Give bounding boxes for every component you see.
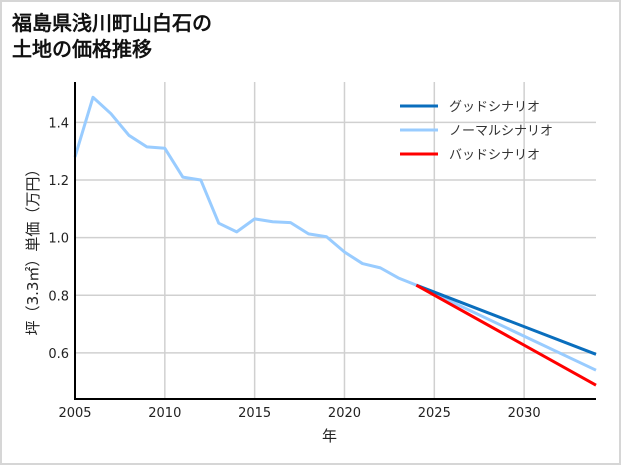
y-tick-label: 0.6	[48, 347, 69, 362]
title-line-1: 福島県浅川町山白石の	[12, 11, 212, 35]
legend-label: ノーマルシナリオ	[449, 124, 553, 139]
x-tick-label: 2020	[328, 406, 361, 421]
y-tick-label: 1.2	[48, 174, 69, 189]
y-tick-label: 0.8	[48, 289, 69, 304]
series-line	[415, 283, 597, 356]
x-tick-labels: 2005 2010 2015 2020 2025 2030	[58, 406, 540, 421]
x-tick-label: 2015	[238, 406, 271, 421]
x-tick-label: 2030	[508, 406, 541, 421]
x-tick-label: 2010	[148, 406, 181, 421]
x-axis-label: 年	[322, 427, 337, 445]
x-tick-label: 2025	[418, 406, 451, 421]
legend-label: バッドシナリオ	[449, 148, 540, 163]
legend-label: グッドシナリオ	[449, 100, 540, 115]
chart-title: 福島県浅川町山白石の 土地の価格推移	[12, 10, 212, 62]
y-tick-labels: 0.6 0.8 1.0 1.2 1.4	[48, 116, 69, 362]
y-axis-label: 坪（3.3㎡）単価（万円）	[24, 162, 42, 336]
x-tick-label: 2005	[58, 406, 91, 421]
y-tick-label: 1.0	[48, 232, 69, 247]
series-line	[73, 95, 597, 372]
series-line	[415, 283, 597, 387]
axes	[74, 82, 596, 400]
series-lines	[73, 95, 597, 387]
title-line-2: 土地の価格推移	[12, 37, 152, 61]
y-tick-label: 1.4	[48, 116, 69, 131]
